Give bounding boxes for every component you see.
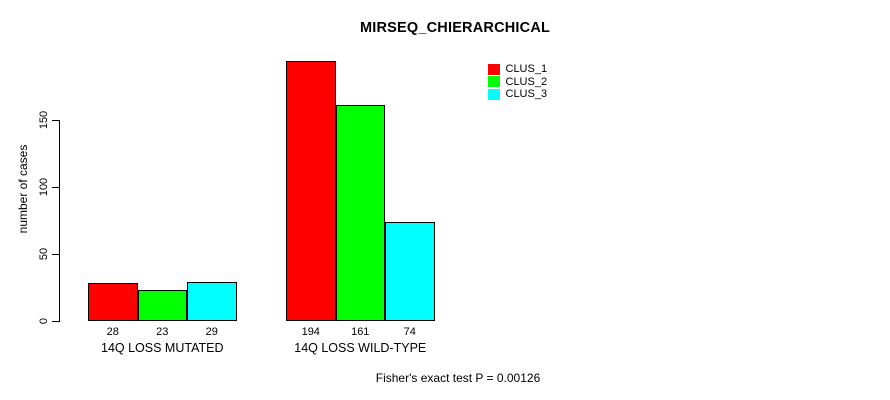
y-tick-label: 50 [38,247,50,261]
chart-title: MIRSEQ_CHIERARCHICAL [359,20,551,36]
bar-value-label: 194 [301,326,320,338]
legend-color-swatch [488,88,500,100]
y-tick-label: 100 [38,177,50,197]
legend-color-swatch [488,63,500,75]
legend-label: CLUS_2 [505,75,548,88]
y-tick-label: 150 [38,110,50,130]
bar-clus_3-group1 [187,282,237,321]
y-tick-mark [52,119,59,121]
x-category-label: 14Q LOSS WILD-TYPE [294,341,427,355]
legend-label: CLUS_1 [505,63,548,76]
legend-color-swatch [488,76,500,88]
bar-value-label: 161 [351,326,370,338]
legend-item: CLUS_2 [488,76,547,89]
bar-value-label: 29 [205,326,218,338]
bar-value-label: 28 [106,326,119,338]
bar-value-label: 23 [156,326,169,338]
bar-clus_1-group2 [286,61,336,321]
y-tick-label: 0 [38,317,50,325]
bar-clus_2-group2 [335,105,385,321]
legend: CLUS_1 CLUS_2 CLUS_3 [488,63,547,101]
bar-value-label: 74 [403,326,416,338]
legend-label: CLUS_3 [505,88,548,101]
y-axis-line [59,120,60,322]
bar-clus_3-group2 [385,221,435,321]
legend-item: CLUS_3 [488,88,547,101]
y-tick-mark [52,320,59,322]
annotation-text: Fisher's exact test P = 0.00126 [375,371,541,385]
legend-item: CLUS_1 [488,63,547,76]
bar-clus_1-group1 [88,283,138,321]
bar-clus_2-group1 [137,290,187,321]
y-axis-label: number of cases [16,144,30,234]
y-tick-mark [52,186,59,188]
y-tick-mark [52,253,59,255]
x-category-label: 14Q LOSS MUTATED [101,341,224,355]
